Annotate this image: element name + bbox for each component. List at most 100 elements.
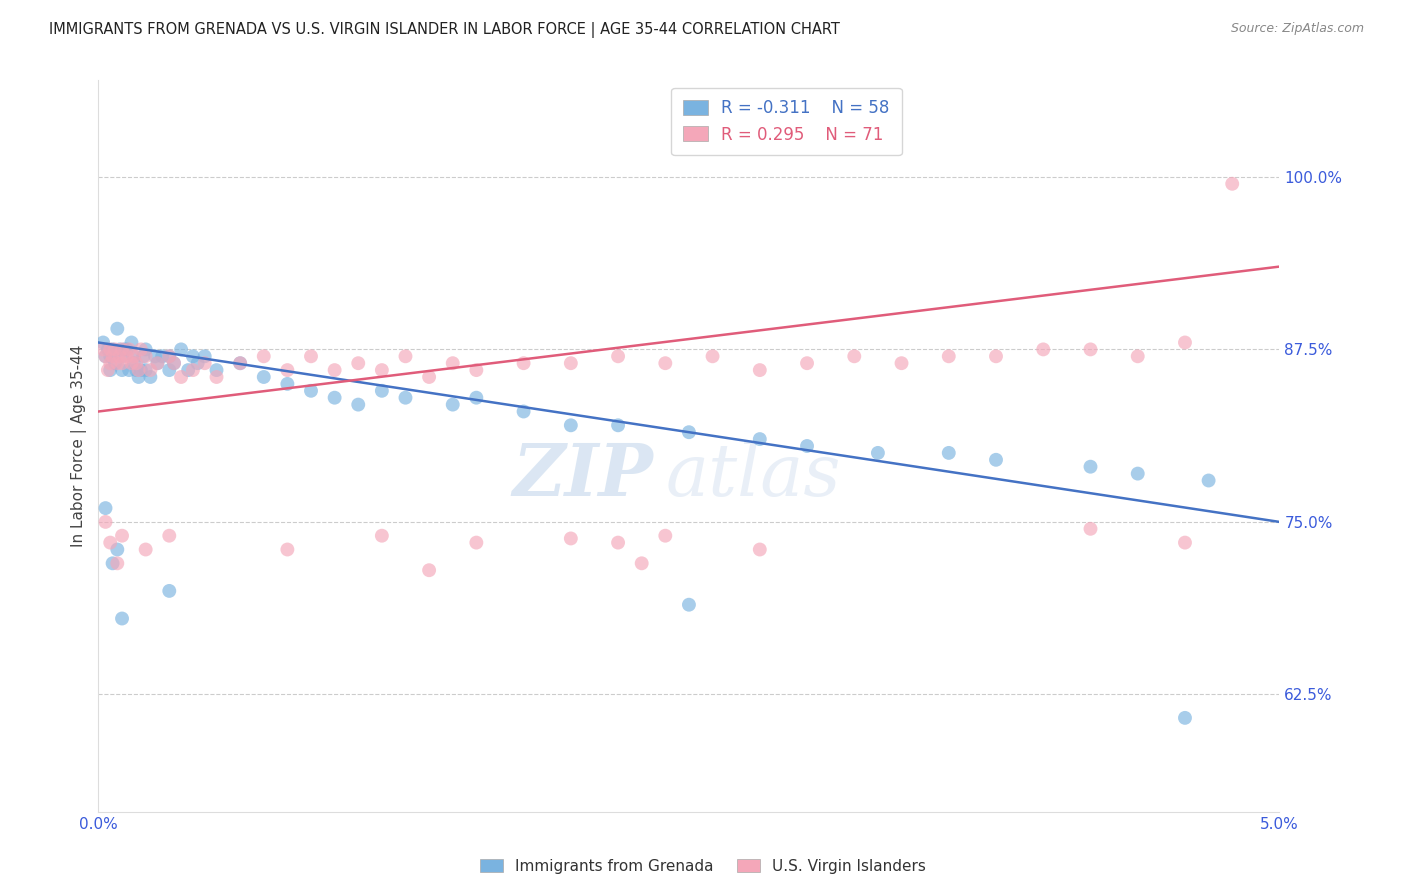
Point	[118, 363, 141, 377]
Point	[112, 343, 135, 357]
Point	[607, 535, 630, 549]
Point	[796, 439, 818, 453]
Point	[111, 363, 134, 377]
Point	[135, 363, 157, 377]
Point	[205, 370, 228, 384]
Point	[118, 343, 141, 357]
Point	[323, 391, 346, 405]
Point	[276, 363, 298, 377]
Point	[465, 391, 488, 405]
Text: IMMIGRANTS FROM GRENADA VS U.S. VIRGIN ISLANDER IN LABOR FORCE | AGE 35-44 CORRE: IMMIGRANTS FROM GRENADA VS U.S. VIRGIN I…	[49, 22, 841, 38]
Point	[441, 356, 464, 370]
Point	[157, 529, 180, 543]
Point	[111, 343, 134, 357]
Point	[607, 349, 630, 363]
Point	[97, 343, 120, 357]
Point	[122, 349, 145, 363]
Point	[157, 349, 180, 363]
Point	[170, 343, 193, 357]
Point	[347, 356, 370, 370]
Point	[418, 370, 440, 384]
Point	[323, 363, 346, 377]
Point	[187, 356, 209, 370]
Point	[157, 363, 180, 377]
Point	[938, 446, 960, 460]
Point	[105, 321, 128, 335]
Y-axis label: In Labor Force | Age 35-44: In Labor Force | Age 35-44	[72, 345, 87, 547]
Legend: Immigrants from Grenada, U.S. Virgin Islanders: Immigrants from Grenada, U.S. Virgin Isl…	[474, 853, 932, 880]
Point	[98, 343, 121, 357]
Point	[94, 349, 117, 363]
Point	[1032, 343, 1054, 357]
Point	[163, 356, 186, 370]
Point	[394, 391, 416, 405]
Point	[512, 404, 534, 418]
Point	[441, 398, 464, 412]
Point	[121, 335, 143, 350]
Point	[101, 343, 124, 357]
Point	[371, 363, 394, 377]
Point	[654, 356, 676, 370]
Point	[560, 418, 582, 433]
Point	[94, 501, 117, 516]
Point	[299, 349, 322, 363]
Point	[866, 446, 889, 460]
Point	[121, 356, 143, 370]
Point	[654, 529, 676, 543]
Point	[371, 384, 394, 398]
Point	[98, 356, 121, 370]
Point	[139, 363, 162, 377]
Point	[418, 563, 440, 577]
Point	[91, 335, 114, 350]
Point	[748, 432, 770, 446]
Point	[94, 349, 117, 363]
Point	[1126, 467, 1149, 481]
Point	[253, 349, 276, 363]
Point	[1198, 474, 1220, 488]
Point	[128, 363, 150, 377]
Point	[105, 542, 128, 557]
Point	[157, 349, 180, 363]
Text: Source: ZipAtlas.com: Source: ZipAtlas.com	[1230, 22, 1364, 36]
Point	[1174, 711, 1197, 725]
Point	[347, 398, 370, 412]
Legend: R = -0.311    N = 58, R = 0.295    N = 71: R = -0.311 N = 58, R = 0.295 N = 71	[672, 87, 901, 155]
Point	[630, 557, 652, 571]
Point	[253, 370, 276, 384]
Point	[560, 356, 582, 370]
Point	[205, 363, 228, 377]
Point	[105, 557, 128, 571]
Point	[125, 356, 148, 370]
Point	[115, 349, 138, 363]
Point	[371, 529, 394, 543]
Point	[748, 542, 770, 557]
Point	[104, 356, 127, 370]
Point	[135, 343, 157, 357]
Point	[91, 343, 114, 357]
Point	[163, 356, 186, 370]
Point	[97, 363, 120, 377]
Point	[101, 349, 124, 363]
Point	[748, 363, 770, 377]
Point	[1126, 349, 1149, 363]
Point	[465, 535, 488, 549]
Point	[796, 356, 818, 370]
Point	[94, 515, 117, 529]
Point	[98, 363, 121, 377]
Point	[111, 356, 134, 370]
Point	[512, 356, 534, 370]
Point	[465, 363, 488, 377]
Point	[678, 598, 700, 612]
Point	[132, 349, 155, 363]
Point	[157, 583, 180, 598]
Point	[125, 363, 148, 377]
Point	[1080, 459, 1102, 474]
Point	[394, 349, 416, 363]
Point	[135, 542, 157, 557]
Point	[181, 349, 204, 363]
Point	[146, 356, 169, 370]
Point	[98, 349, 121, 363]
Point	[111, 349, 134, 363]
Point	[229, 356, 252, 370]
Point	[101, 557, 124, 571]
